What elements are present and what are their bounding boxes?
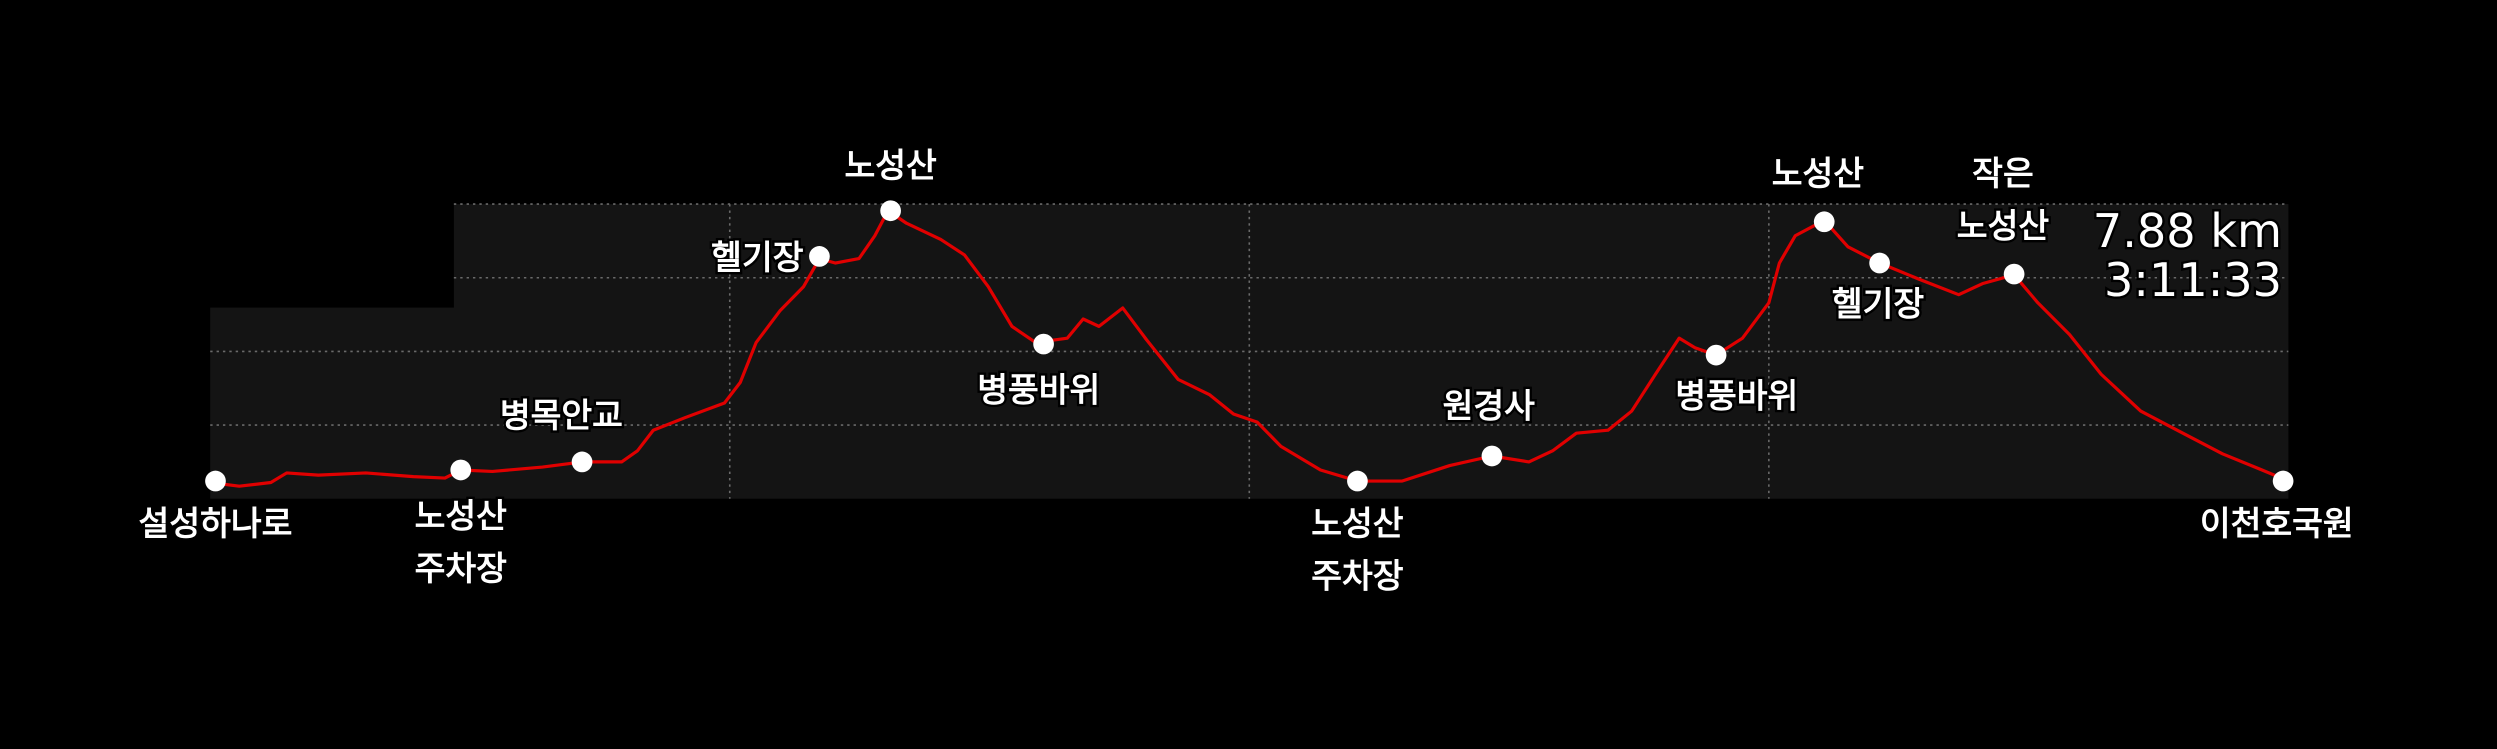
waypoint — [571, 451, 593, 473]
waypoint-label: 노성산 — [1957, 206, 2050, 245]
plot-background — [453, 204, 2289, 310]
waypoint-label: 원경사 — [1443, 387, 1536, 426]
waypoint — [1481, 445, 1503, 467]
waypoint — [1869, 252, 1890, 274]
waypoint — [205, 470, 226, 492]
distance: 7.88 km — [2093, 204, 2282, 258]
waypoint — [1705, 344, 1727, 366]
waypoint — [880, 200, 901, 222]
waypoint — [2272, 470, 2294, 492]
duration: 3:11:33 — [2104, 253, 2282, 307]
waypoint-label: 병풍바위 — [1675, 377, 1798, 416]
waypoint-label: 노성산 — [415, 496, 508, 535]
waypoint-label: 작은 — [1972, 154, 2034, 193]
waypoint-label: 노성산 — [1772, 154, 1865, 193]
waypoint-label: 병목안교 — [500, 396, 623, 435]
waypoint — [1033, 333, 1054, 355]
waypoint-label: 이천호국원 — [2200, 504, 2354, 543]
waypoint — [1813, 211, 1835, 233]
waypoint-label: 헬기장 — [711, 238, 804, 277]
waypoint-label: 헬기장 — [1832, 285, 1925, 324]
elevation-line — [210, 209, 2290, 488]
waypoint-label: 병풍바위 — [977, 370, 1100, 409]
waypoint-label: 주차장 — [415, 549, 508, 588]
waypoint-label: 설성하나로 — [139, 504, 293, 543]
waypoint — [1347, 470, 1368, 492]
waypoint-label: 노성산 — [844, 146, 937, 185]
waypoint — [450, 459, 472, 481]
waypoint — [2003, 263, 2025, 285]
waypoint-label: 주차장 — [1311, 557, 1404, 596]
waypoint — [809, 246, 830, 267]
waypoint-label: 노성산 — [1311, 504, 1404, 543]
